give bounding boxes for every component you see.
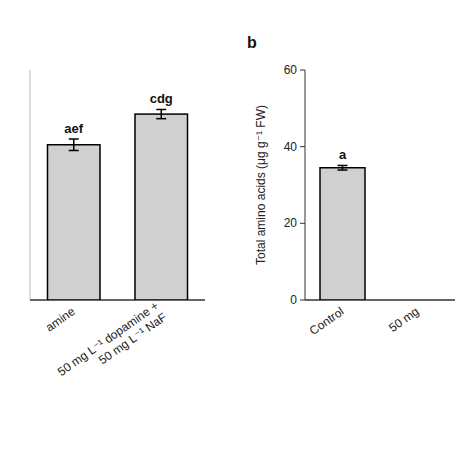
y-axis-label: Total amino acids (μg g⁻¹ FW) — [254, 105, 268, 265]
chart-root: aef cdg amine50 mg L⁻¹ dopamine +50 mg L⁻¹… — [0, 0, 474, 474]
y-axis-line — [30, 70, 31, 300]
x-tick-label-group: 50 mg L⁻¹ dopamine +50 mg L⁻¹ NaF — [55, 299, 169, 391]
annotation: a — [339, 147, 347, 162]
error-cap — [69, 138, 79, 140]
x-tick-label: 50 mg L⁻¹ dopamine +50 mg L⁻¹ NaF — [55, 299, 169, 391]
x-tick-label: Control — [307, 304, 347, 338]
y-tick-label: 40 — [284, 140, 298, 154]
error-cap — [338, 169, 348, 171]
y-tick-label: 60 — [284, 63, 298, 77]
y-tick-label: 20 — [284, 216, 298, 230]
marks — [320, 165, 365, 300]
marks — [48, 109, 188, 300]
error-line — [73, 139, 75, 151]
y-tick — [300, 146, 305, 147]
x-tick-label-line: Control — [307, 304, 347, 338]
error-bar — [338, 165, 348, 170]
x-tick-label-line: 50 mg L⁻¹ dopamine + — [55, 299, 161, 379]
error-bar — [69, 139, 79, 151]
x-tick-label-group: Control — [307, 304, 347, 338]
panel: aef cdg amine50 mg L⁻¹ dopamine +50 mg L⁻¹… — [30, 70, 205, 390]
y-tick — [300, 300, 305, 301]
panel: 0 20 40 60 a Control 50 mg Total amino acids (μ… — [247, 34, 455, 338]
error-cap — [156, 109, 166, 111]
bar — [320, 168, 365, 300]
x-tick-label: 50 mg — [386, 304, 421, 335]
error-cap — [69, 150, 79, 152]
x-tick-label-group: amine — [43, 304, 78, 334]
x-tick-label: amine — [43, 304, 78, 334]
error-cap — [338, 165, 348, 167]
bar — [135, 114, 188, 300]
annotation: aef — [64, 121, 83, 136]
x-tick-label-group: 50 mg — [386, 304, 421, 335]
error-bar — [156, 109, 166, 118]
x-tick-label-line: 50 mg — [386, 304, 421, 335]
x-tick-label-line: amine — [43, 304, 78, 334]
y-axis-line — [305, 70, 306, 300]
bar — [48, 145, 101, 300]
panel-title: b — [247, 34, 257, 51]
y-tick — [300, 70, 305, 71]
error-line — [161, 109, 163, 118]
annotation: cdg — [150, 91, 173, 106]
x-tick-label-line: 50 mg L⁻¹ NaF — [96, 310, 169, 367]
y-tick — [300, 223, 305, 224]
error-cap — [156, 118, 166, 120]
y-tick-label: 0 — [290, 293, 297, 307]
